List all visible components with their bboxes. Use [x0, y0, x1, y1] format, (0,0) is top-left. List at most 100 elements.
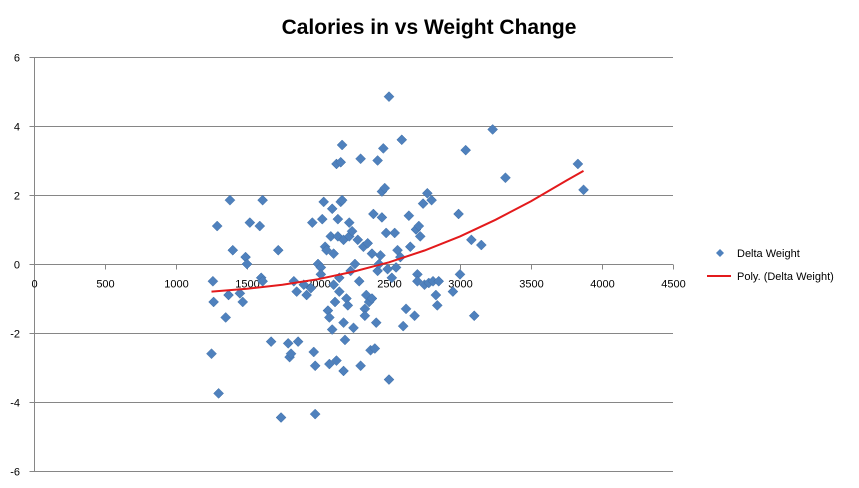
- scatter-point: [301, 289, 312, 301]
- scatter-point: [372, 155, 383, 166]
- scatter-point: [404, 241, 416, 253]
- scatter-point: [366, 248, 378, 260]
- scatter-point: [206, 348, 217, 360]
- scatter-point: [375, 250, 386, 261]
- y-tick-label: 2: [14, 191, 20, 203]
- scatter-point: [400, 303, 412, 315]
- chart-title: Calories in vs Weight Change: [282, 16, 577, 39]
- scatter-point: [328, 248, 339, 260]
- y-tick-label: 0: [14, 260, 20, 272]
- scatter-point: [359, 310, 371, 322]
- scatter-point: [466, 234, 477, 246]
- scatter-point: [324, 358, 335, 370]
- scatter-point: [475, 239, 487, 251]
- scatter-point: [372, 265, 383, 277]
- scatter-point: [339, 334, 351, 346]
- scatter-point: [335, 156, 347, 168]
- scatter-point: [431, 300, 443, 311]
- scatter-point: [342, 300, 354, 311]
- scatter-point: [355, 360, 366, 372]
- scatter-point: [336, 139, 348, 151]
- scatter-point: [224, 194, 236, 206]
- scatter-point: [468, 310, 480, 322]
- scatter-point: [383, 374, 395, 385]
- scatter-point: [333, 286, 345, 297]
- scatter-point: [316, 213, 328, 225]
- scatter-point: [578, 184, 589, 196]
- trendline: [211, 170, 584, 293]
- scatter-point: [321, 244, 332, 256]
- y-tick-label: -2: [10, 329, 20, 341]
- scatter-point: [453, 208, 464, 220]
- scatter-point: [326, 324, 338, 335]
- y-tick-label: 4: [14, 122, 20, 134]
- scatter-point: [355, 153, 366, 165]
- legend-marker-scatter: [716, 249, 724, 257]
- scatter-point: [288, 275, 300, 287]
- scatter-point: [282, 337, 294, 349]
- scatter-point: [220, 312, 232, 323]
- scatter-point: [237, 296, 249, 308]
- scatter-point: [234, 287, 246, 299]
- scatter-point: [272, 244, 284, 256]
- scatter-point: [389, 227, 401, 239]
- scatter-point: [338, 317, 349, 329]
- scatter-point: [397, 320, 409, 332]
- scatter-point: [382, 263, 393, 275]
- scatter-point: [366, 293, 378, 304]
- scatter-point: [332, 213, 344, 225]
- scatter-point: [348, 322, 359, 334]
- scatter-point: [500, 172, 511, 184]
- x-tick-label: 500: [96, 279, 114, 291]
- scatter-point: [208, 296, 219, 308]
- scatter-point: [349, 258, 361, 270]
- scatter-point: [325, 231, 337, 242]
- x-tick-label: 4500: [661, 279, 685, 291]
- scatter-point: [336, 194, 348, 206]
- scatter-point: [346, 225, 358, 237]
- x-tick-label: 0: [31, 279, 37, 291]
- scatter-point: [305, 282, 317, 294]
- scatter-point: [379, 182, 391, 194]
- scatter-point: [386, 272, 398, 284]
- scatter-point: [421, 187, 433, 199]
- scatter-point: [292, 336, 304, 347]
- scatter-point: [328, 279, 339, 291]
- scatter-point: [291, 286, 303, 297]
- y-tick-label: -6: [10, 467, 20, 479]
- scatter-point: [460, 144, 472, 156]
- scatter-point: [377, 143, 389, 154]
- scatter-point: [324, 312, 335, 323]
- scatter-point: [326, 203, 338, 215]
- scatter-point: [306, 217, 318, 228]
- scatter-point: [241, 258, 253, 270]
- scatter-point: [308, 346, 320, 358]
- x-tick-label: 3000: [448, 279, 472, 291]
- scatter-point: [390, 262, 402, 273]
- scatter-point: [430, 289, 442, 301]
- scatter-point: [380, 227, 392, 239]
- legend-label-trendline: Poly. (Delta Weight): [737, 271, 834, 283]
- scatter-point: [362, 237, 374, 249]
- scatter-point: [207, 275, 219, 287]
- scatter-point: [213, 388, 224, 399]
- x-tick-label: 1000: [164, 279, 188, 291]
- scatter-point: [352, 234, 364, 246]
- scatter-point: [409, 310, 420, 322]
- scatter-point: [572, 158, 584, 170]
- x-tick-label: 2500: [377, 279, 401, 291]
- scatter-point: [454, 268, 466, 280]
- scatter-point: [265, 336, 277, 347]
- scatter-point: [353, 275, 365, 287]
- scatter-point: [487, 124, 499, 135]
- scatter-point: [329, 296, 341, 308]
- scatter-point: [413, 220, 425, 232]
- scatter-point: [376, 212, 388, 223]
- y-tick-label: -4: [10, 398, 20, 410]
- scatter-point: [383, 91, 395, 103]
- scatter-point: [244, 217, 256, 228]
- scatter-point: [211, 220, 223, 232]
- scatter-point: [396, 134, 408, 146]
